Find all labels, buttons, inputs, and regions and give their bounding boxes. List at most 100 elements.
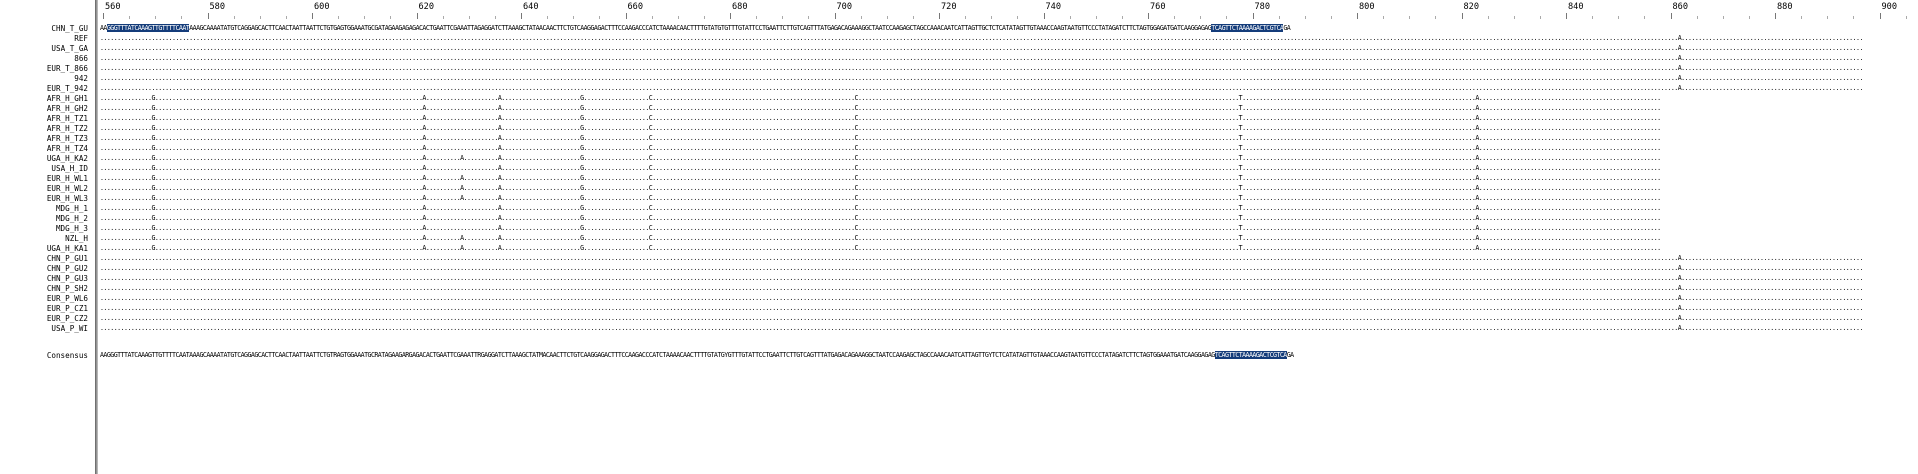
alignment-panel[interactable]: AAGGGTTTATCAAAGTTGTTTTCAATAAAGCAAAATATGT… [100, 0, 1918, 474]
sequence-name-label[interactable]: CHN_P_GU3 [46, 274, 88, 283]
ruler-minor-tick [155, 16, 157, 19]
alignment-row[interactable]: ...............G........................… [100, 164, 1661, 172]
sequence-name-label[interactable]: AFR_H_TZ3 [46, 134, 88, 143]
ruler-minor-tick [1513, 16, 1515, 19]
sequence-name-label[interactable]: USA_H_ID [51, 164, 88, 173]
ruler-tick-label: 600 [314, 2, 330, 12]
sequence-name-label[interactable]: 866 [74, 54, 88, 63]
sequence-name-label[interactable]: USA_P_WI [51, 324, 88, 333]
ruler-minor-tick [1226, 16, 1228, 19]
alignment-row[interactable]: ...............G........................… [100, 204, 1661, 212]
ruler-minor-tick [1644, 16, 1646, 19]
sequence-name-label[interactable]: CHN_P_GU2 [46, 264, 88, 273]
sequence-name-label[interactable]: AFR_H_TZ2 [46, 124, 88, 133]
sequence-name-label[interactable]: CHN_P_GU1 [46, 254, 88, 263]
position-ruler: 560 580 600 620 640 660 680 700 720 740 760 780 800 8… [100, 0, 1918, 26]
sequence-name-label[interactable]: EUR_P_CZ2 [46, 314, 88, 323]
alignment-row[interactable]: ........................................… [100, 54, 1863, 62]
panel-divider[interactable] [95, 0, 98, 474]
alignment-row[interactable]: ...............G........................… [100, 124, 1661, 132]
sequence-name-label[interactable]: AFR_H_TZ4 [46, 144, 88, 153]
alignment-row[interactable]: ........................................… [100, 304, 1863, 312]
ruler-minor-tick [756, 16, 758, 19]
ruler-major-tick [1670, 13, 1672, 19]
ruler-minor-tick [1539, 16, 1541, 19]
ruler-minor-tick [233, 16, 235, 19]
ruler-minor-tick [991, 16, 993, 19]
ruler-minor-tick [1592, 16, 1594, 19]
ruler-major-tick [730, 13, 731, 19]
alignment-row[interactable]: ........................................… [100, 254, 1863, 262]
ruler-minor-tick [573, 16, 575, 19]
alignment-row[interactable]: ...............G........................… [100, 214, 1661, 222]
primer-highlight-reverse[interactable]: TCAGTTCTAAAAGACTCGTCA [1211, 24, 1284, 32]
sequence-name-label[interactable]: EUR_H_WL2 [46, 184, 88, 193]
sequence-name-label[interactable]: MDG_H_2 [55, 214, 88, 223]
alignment-row[interactable]: ...............G........................… [100, 114, 1661, 122]
ruler-minor-tick [442, 16, 444, 19]
ruler-minor-tick [1017, 16, 1019, 19]
sequence-name-label[interactable]: EUR_H_WL1 [46, 174, 88, 183]
ruler-tick-label: 680 [732, 2, 748, 12]
sequence-name-label[interactable]: EUR_T_942 [46, 84, 88, 93]
ruler-minor-tick [703, 16, 705, 19]
sequence-name-label[interactable]: CHN_P_SH2 [46, 284, 88, 293]
alignment-row[interactable]: ...............G........................… [100, 224, 1661, 232]
consensus-primer-highlight[interactable]: TCAGTTCTAAAAGACTCGTCA [1214, 351, 1287, 359]
ruler-minor-tick [1748, 16, 1750, 19]
alignment-row[interactable]: ...............G........................… [100, 234, 1661, 242]
alignment-row[interactable]: ...............G........................… [100, 244, 1661, 252]
ruler-minor-tick [285, 16, 287, 19]
ruler-tick-label: 780 [1254, 2, 1271, 12]
sequence-name-label[interactable]: CHN_T_GU [51, 24, 88, 33]
sequence-name-label[interactable]: AFR_H_TZ1 [46, 114, 88, 123]
ruler-major-tick [1043, 13, 1045, 19]
alignment-row[interactable]: ...............G........................… [100, 104, 1661, 112]
alignment-row[interactable]: ........................................… [100, 324, 1863, 332]
alignment-row[interactable]: ...............G........................… [100, 174, 1661, 182]
alignment-row[interactable]: ...............G........................… [100, 144, 1661, 152]
ruler-major-tick [1148, 13, 1149, 19]
alignment-row[interactable]: ...............G........................… [100, 154, 1661, 162]
ruler-minor-tick [912, 16, 914, 19]
sequence-name-label[interactable]: 942 [74, 74, 88, 83]
alignment-row[interactable]: ........................................… [100, 274, 1863, 282]
sequence-name-label[interactable]: AFR_H_GH2 [46, 104, 88, 113]
sequence-name-label[interactable]: NZL_H [65, 234, 88, 243]
sequence-name-label[interactable]: MDG_H_1 [55, 204, 88, 213]
sequence-name-label[interactable]: EUR_P_WL6 [46, 294, 88, 303]
sequence-row-chn-t-gu[interactable]: AAGGGTTTATCAAAGTTGTTTTCAATAAAGCAAAATATGT… [100, 24, 1291, 33]
alignment-row[interactable]: ........................................… [100, 34, 1863, 42]
ruler-minor-tick [965, 16, 967, 19]
alignment-row[interactable]: ........................................… [100, 264, 1863, 272]
seq-middle: AAAGCAAAATATGTCAGGAGCACTTCAACTAATTAATTCT… [189, 24, 1212, 32]
alignment-row[interactable]: ........................................… [100, 294, 1863, 302]
alignment-row[interactable]: ...............G........................… [100, 134, 1661, 142]
alignment-row[interactable]: ...............G........................… [100, 184, 1661, 192]
alignment-row[interactable]: ........................................… [100, 314, 1863, 322]
sequence-name-label[interactable]: REF [74, 34, 88, 43]
alignment-row[interactable]: ........................................… [100, 284, 1863, 292]
ruler-major-tick [939, 13, 940, 19]
ruler-tick-label: 800 [1359, 2, 1375, 12]
ruler-tick-label: 860 [1672, 2, 1689, 12]
alignment-row[interactable]: ........................................… [100, 74, 1863, 82]
sequence-name-label[interactable]: EUR_T_866 [46, 64, 88, 73]
alignment-row[interactable]: ........................................… [100, 44, 1863, 52]
alignment-row[interactable]: ........................................… [100, 84, 1863, 92]
sequence-name-label[interactable]: EUR_P_CZ1 [46, 304, 88, 313]
sequence-name-label[interactable]: UGA_H_KA1 [46, 244, 88, 253]
ruler-tick-label: 580 [209, 2, 226, 12]
sequence-name-label[interactable]: USA_T_GA [51, 44, 88, 53]
ruler-minor-tick [1827, 16, 1829, 19]
sequence-name-label[interactable]: UGA_H_KA2 [46, 154, 88, 163]
primer-highlight-forward[interactable]: GGGTTTATCAAAGTTGTTTTCAAT [106, 24, 190, 32]
alignment-row[interactable]: ...............G........................… [100, 94, 1661, 102]
consensus-sequence[interactable]: AAGGGTTTATCAAAGTTGTTTTCAATAAAGCAAAATATGT… [100, 351, 1294, 360]
sequence-name-label[interactable]: EUR_H_WL3 [46, 194, 88, 203]
sequence-name-label[interactable]: AFR_H_GH1 [46, 94, 88, 103]
alignment-row[interactable]: ...............G........................… [100, 194, 1661, 202]
alignment-row[interactable]: ........................................… [100, 64, 1863, 72]
sequence-name-label[interactable]: MDG_H_3 [55, 224, 88, 233]
ruler-minor-tick [1278, 16, 1280, 19]
